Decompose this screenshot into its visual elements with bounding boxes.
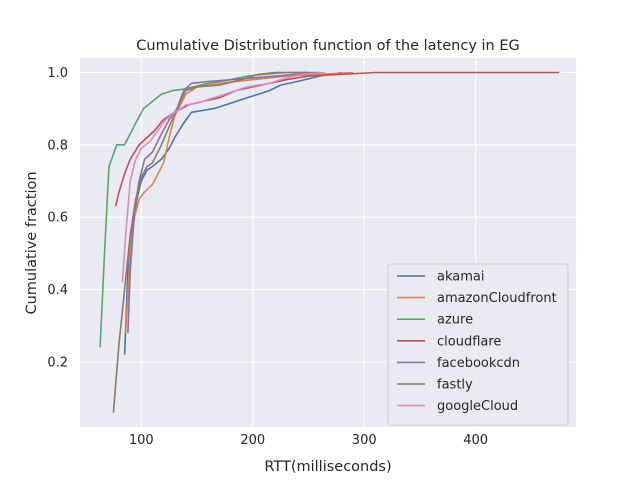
legend: akamai amazonCloudfront azure cloudflare fac… (387, 263, 569, 426)
legend-label-googleCloud: googleCloud (437, 399, 518, 414)
y-tick-label: 1.0 (47, 66, 68, 81)
y-tick-label: 0.4 (47, 283, 68, 298)
chart-title: Cumulative Distribution function of the … (136, 38, 520, 54)
legend-label-akamai: akamai (437, 270, 484, 285)
y-tick-label: 0.6 (47, 211, 68, 226)
x-axis-label: RTT(milliseconds) (264, 459, 391, 475)
axis-ticks: 100 200 300 400 0.2 0.4 0.6 0.8 1.0 (47, 66, 488, 448)
y-tick-label: 0.8 (47, 138, 68, 153)
x-tick-label: 300 (352, 433, 377, 448)
series-lines (99, 71, 560, 413)
legend-label-azure: azure (437, 313, 473, 328)
series-line-akamai (123, 71, 343, 355)
legend-label-cloudflare: cloudflare (437, 334, 501, 349)
y-tick-label: 0.2 (47, 355, 68, 370)
x-tick-label: 400 (463, 433, 488, 448)
y-axis-label: Cumulative fraction (24, 171, 40, 314)
series-line-cloudflare (114, 71, 560, 207)
series-line-googleCloud (121, 71, 326, 283)
legend-label-fastly: fastly (437, 378, 473, 393)
legend-label-amazonCloudfront: amazonCloudfront (437, 291, 557, 306)
x-tick-label: 100 (129, 433, 154, 448)
series-line-amazonCloudfront (124, 71, 354, 333)
legend-label-facebookcdn: facebookcdn (437, 356, 520, 371)
legend-box (387, 263, 569, 426)
legend-items: akamai amazonCloudfront azure cloudflare fac… (397, 270, 557, 414)
x-tick-label: 200 (240, 433, 265, 448)
series-line-fastly (112, 71, 309, 413)
